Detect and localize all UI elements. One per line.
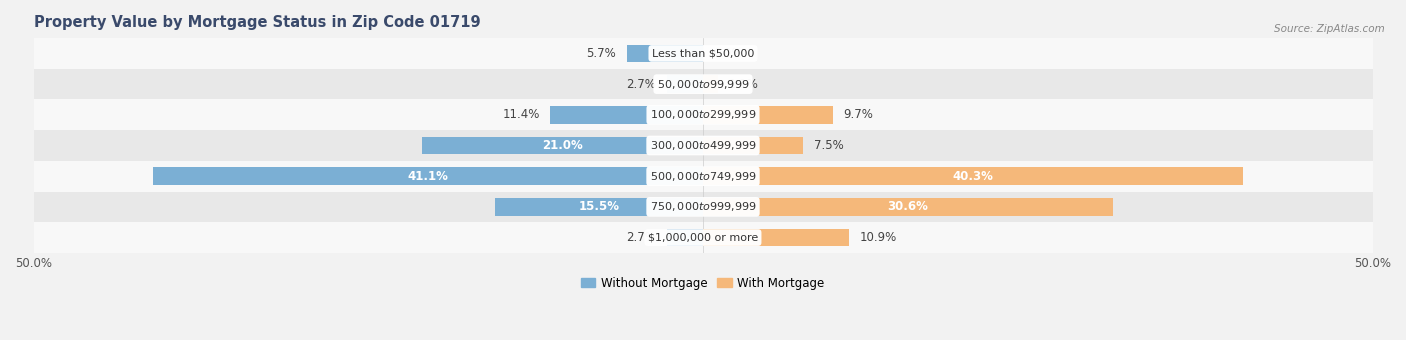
Text: Property Value by Mortgage Status in Zip Code 01719: Property Value by Mortgage Status in Zip… — [34, 15, 479, 30]
Text: Less than $50,000: Less than $50,000 — [652, 49, 754, 58]
Bar — [703, 167, 1243, 185]
Text: $50,000 to $99,999: $50,000 to $99,999 — [657, 78, 749, 91]
Text: 2.7%: 2.7% — [626, 78, 657, 91]
Bar — [627, 45, 703, 62]
Text: 30.6%: 30.6% — [887, 200, 928, 214]
Bar — [422, 137, 703, 154]
Text: 9.7%: 9.7% — [844, 108, 873, 121]
Text: 15.5%: 15.5% — [579, 200, 620, 214]
Bar — [703, 75, 717, 93]
Bar — [703, 229, 849, 246]
Text: $500,000 to $749,999: $500,000 to $749,999 — [650, 170, 756, 183]
Text: $300,000 to $499,999: $300,000 to $499,999 — [650, 139, 756, 152]
Text: 5.7%: 5.7% — [586, 47, 616, 60]
Text: 0.0%: 0.0% — [714, 47, 744, 60]
Bar — [34, 69, 1372, 100]
Text: 40.3%: 40.3% — [952, 170, 993, 183]
Text: 10.9%: 10.9% — [859, 231, 897, 244]
Bar — [153, 167, 703, 185]
Text: 2.7%: 2.7% — [626, 231, 657, 244]
Bar — [34, 38, 1372, 69]
Bar — [34, 191, 1372, 222]
Bar — [34, 161, 1372, 191]
Text: 1.1%: 1.1% — [728, 78, 758, 91]
Text: 41.1%: 41.1% — [408, 170, 449, 183]
Text: 7.5%: 7.5% — [814, 139, 844, 152]
Bar — [34, 100, 1372, 130]
Text: Source: ZipAtlas.com: Source: ZipAtlas.com — [1274, 24, 1385, 34]
Bar — [495, 198, 703, 216]
Bar — [34, 222, 1372, 253]
Bar — [703, 198, 1112, 216]
Bar — [703, 137, 803, 154]
Text: $100,000 to $299,999: $100,000 to $299,999 — [650, 108, 756, 121]
Text: 11.4%: 11.4% — [502, 108, 540, 121]
Bar — [550, 106, 703, 124]
Text: $1,000,000 or more: $1,000,000 or more — [648, 233, 758, 242]
Text: $750,000 to $999,999: $750,000 to $999,999 — [650, 200, 756, 214]
Bar — [666, 229, 703, 246]
Legend: Without Mortgage, With Mortgage: Without Mortgage, With Mortgage — [576, 272, 830, 294]
Text: 21.0%: 21.0% — [543, 139, 582, 152]
Bar — [34, 130, 1372, 161]
Bar — [703, 106, 832, 124]
Bar — [666, 75, 703, 93]
